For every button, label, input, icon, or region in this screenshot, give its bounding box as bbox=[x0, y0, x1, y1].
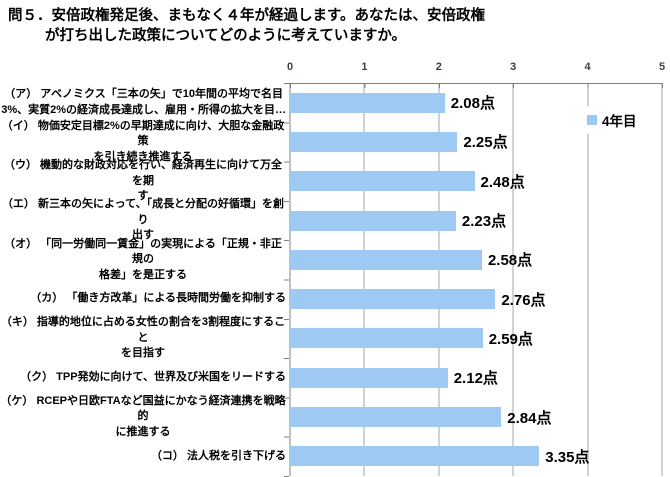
bar-4th-year[interactable] bbox=[290, 92, 445, 113]
x-tick-label-3: 3 bbox=[510, 61, 517, 73]
category-axis-line bbox=[289, 83, 291, 476]
data-label: 2.84点 bbox=[507, 409, 552, 427]
data-label: 2.23点 bbox=[461, 213, 507, 231]
x-axis-tick-marks bbox=[290, 84, 663, 88]
gridline-2 bbox=[438, 83, 440, 476]
bar-4th-year[interactable] bbox=[290, 446, 540, 467]
chart-title: 問５．安倍政権発足後、まもなく４年が経過します。あなたは、安倍政権 が打ち出した… bbox=[8, 6, 663, 46]
bar-row: 2.23点 bbox=[290, 201, 662, 240]
bar-4th-year[interactable] bbox=[290, 171, 475, 192]
legend-label: 4年目 bbox=[602, 114, 637, 129]
category-label: （オ） 「同一労働同一賃金」の実現による「正規・非正規の 格差」を是正する bbox=[4, 237, 282, 281]
x-tick-label-0: 0 bbox=[286, 61, 294, 73]
category-axis-labels: （ア） アベノミクス「三本の矢」で10年間の平均で名目 3%、実質2%の経済成長… bbox=[0, 83, 286, 476]
bar-row: 2.58点 bbox=[290, 240, 662, 279]
bar-4th-year[interactable] bbox=[290, 131, 458, 152]
x-tick-label-5: 5 bbox=[658, 61, 666, 73]
category-row: （コ） 法人税を引き下げる bbox=[0, 437, 286, 476]
legend[interactable]: 4年目 bbox=[581, 106, 643, 134]
category-row: （ク） TPP発効に向けて、世界及び米国をリードする bbox=[0, 358, 286, 397]
chart-title-line2: が打ち出した政策についてどのように考えていますか。 bbox=[45, 28, 407, 44]
category-label: （コ） 法人税を引き下げる bbox=[150, 449, 286, 462]
x-tick-label-2: 2 bbox=[435, 61, 442, 73]
bar-4th-year[interactable] bbox=[290, 328, 483, 349]
gridline-5 bbox=[661, 83, 663, 476]
bar-row: 2.48点 bbox=[290, 162, 662, 201]
data-label: 2.76点 bbox=[501, 291, 546, 309]
bar-row: 2.12点 bbox=[290, 358, 662, 397]
category-label: （ケ） RCEPや日欧FTAなど国益にかなう経済連携を戦略的 に推進する bbox=[0, 394, 286, 438]
category-label: （ア） アベノミクス「三本の矢」で10年間の平均で名目 3%、実質2%の経済成長… bbox=[1, 88, 286, 116]
bar-row: 2.25点 bbox=[290, 122, 662, 161]
category-row: （オ） 「同一労働同一賃金」の実現による「正規・非正規の 格差」を是正する bbox=[0, 238, 286, 281]
legend-swatch-icon bbox=[587, 115, 597, 125]
bar-4th-year[interactable] bbox=[290, 249, 482, 270]
category-row: （キ） 指導的地位に占める女性の割合を3割程度にすること を目指す bbox=[0, 316, 286, 359]
bar-4th-year[interactable] bbox=[290, 210, 456, 231]
x-axis-tick-labels: 0 1 2 3 4 5 bbox=[286, 61, 666, 77]
bar-row: 2.76点 bbox=[290, 279, 662, 318]
category-label: （エ） 新三本の矢によって、「成長と分配の好循環」を創り 出す bbox=[1, 198, 285, 242]
data-label: 2.12点 bbox=[453, 370, 498, 388]
bar-4th-year[interactable] bbox=[290, 289, 496, 310]
x-tick-label-4: 4 bbox=[584, 61, 591, 73]
chart-title-line1: 問５．安倍政権発足後、まもなく４年が経過します。あなたは、安倍政権 bbox=[8, 8, 486, 24]
bar-row: 3.35点 bbox=[290, 437, 662, 476]
bar-row: 2.84点 bbox=[290, 397, 662, 436]
gridline-3 bbox=[512, 83, 514, 476]
data-label: 2.48点 bbox=[480, 173, 525, 191]
category-label: （イ） 物価安定目標2%の早期達成に向け、大胆な金融政策 を引き続き推進する bbox=[1, 119, 285, 163]
data-label: 2.08点 bbox=[450, 95, 495, 113]
category-label: （ウ） 機動的な財政対応を行い、経済再生に向けて万全を期 す bbox=[3, 159, 283, 202]
category-row: （エ） 新三本の矢によって、「成長と分配の好循環」を創り 出す bbox=[0, 198, 286, 241]
category-row: （カ） 「働き方改革」による長時間労働を抑制する bbox=[0, 279, 286, 318]
bar-row: 2.59点 bbox=[290, 319, 662, 358]
data-label: 2.58点 bbox=[487, 252, 533, 270]
bar-row: 2.08点 bbox=[290, 83, 662, 122]
category-row: （ウ） 機動的な財政対応を行い、経済再生に向けて万全を期 す bbox=[0, 159, 286, 202]
x-axis-line bbox=[284, 83, 663, 84]
data-label: 3.35点 bbox=[545, 448, 590, 466]
category-label: （カ） 「働き方改革」による長時間労働を抑制する bbox=[30, 292, 286, 305]
gridline-4 bbox=[587, 83, 589, 476]
bar-4th-year[interactable] bbox=[290, 407, 502, 428]
gridline-1 bbox=[363, 83, 365, 476]
bar-4th-year[interactable] bbox=[290, 367, 448, 388]
category-row: （イ） 物価安定目標2%の早期達成に向け、大胆な金融政策 を引き続き推進する bbox=[0, 120, 286, 163]
plot-area: 2.08点 2.25点 2.48点 2.23点 2.58点 2.76点 bbox=[284, 83, 663, 477]
bar-series: 2.08点 2.25点 2.48点 2.23点 2.58点 2.76点 bbox=[290, 83, 662, 476]
category-row: （ケ） RCEPや日欧FTAなど国益にかなう経済連携を戦略的 に推進する bbox=[0, 395, 286, 438]
x-tick-label-1: 1 bbox=[361, 61, 368, 73]
category-label: （ク） TPP発効に向けて、世界及び米国をリードする bbox=[20, 370, 286, 383]
data-label: 2.25点 bbox=[463, 134, 508, 152]
category-label: （キ） 指導的地位に占める女性の割合を3割程度にすること を目指す bbox=[0, 316, 286, 360]
category-axis-tick-marks bbox=[284, 83, 289, 477]
category-row: （ア） アベノミクス「三本の矢」で10年間の平均で名目 3%、実質2%の経済成長… bbox=[0, 83, 286, 122]
data-label: 2.59点 bbox=[488, 330, 533, 348]
